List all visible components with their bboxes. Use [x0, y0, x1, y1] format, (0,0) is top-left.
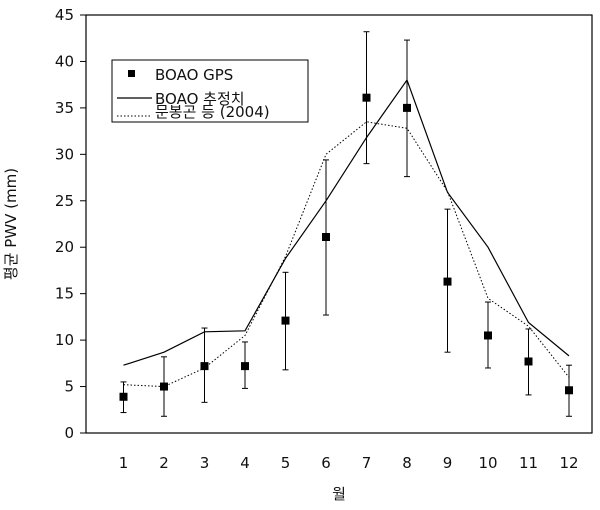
- y-tick-label: 25: [55, 192, 74, 210]
- x-tick-label: 4: [240, 454, 250, 472]
- legend-label-estimate: BOAO 추정치: [155, 90, 245, 108]
- gps-point: [160, 382, 168, 391]
- y-tick-label: 0: [64, 424, 74, 442]
- x-tick-label: 1: [119, 454, 129, 472]
- gps-point: [403, 103, 411, 112]
- series-layer: [119, 31, 573, 417]
- x-tick-label: 10: [478, 454, 497, 472]
- x-axis-title: 월: [332, 485, 346, 503]
- gps-point: [200, 362, 209, 371]
- y-tick-label: 10: [55, 331, 74, 349]
- x-tick-label: 11: [519, 454, 538, 472]
- gps-point: [524, 357, 533, 366]
- gps-point: [484, 331, 492, 340]
- x-tick-label: 6: [321, 454, 331, 472]
- x-tick-label: 7: [362, 454, 372, 472]
- y-tick-label: 5: [64, 378, 74, 396]
- gps-point: [565, 386, 573, 395]
- legend-label-reference: 문봉곤 등 (2004): [155, 103, 270, 121]
- gps-point: [281, 316, 290, 325]
- gps-point: [119, 392, 128, 401]
- legend-marker-square: [128, 70, 135, 77]
- series-line-reference: [123, 121, 570, 388]
- y-axis-ticks: 0 5 10 15 20 25 30 35 40 45: [55, 6, 86, 442]
- legend-label-gps: BOAO GPS: [155, 66, 233, 84]
- y-tick-label: 15: [55, 285, 74, 303]
- gps-point: [443, 277, 452, 286]
- series-line-estimate: [123, 78, 570, 366]
- y-tick-label: 35: [55, 99, 74, 117]
- y-tick-label: 30: [55, 145, 74, 163]
- y-axis-title: 평균 PWV (mm): [2, 168, 20, 280]
- y-tick-label: 45: [55, 6, 74, 24]
- y-tick-label: 40: [55, 52, 74, 70]
- legend: BOAO GPS BOAO 추정치 문봉곤 등 (2004): [111, 59, 309, 123]
- x-tick-label: 2: [159, 454, 169, 472]
- legend-box: [111, 59, 309, 123]
- y-tick-label: 20: [55, 238, 74, 256]
- x-tick-label: 5: [281, 454, 291, 472]
- x-tick-label: 12: [559, 454, 578, 472]
- x-tick-label: 8: [402, 454, 412, 472]
- gps-point: [362, 93, 371, 102]
- gps-point: [322, 233, 330, 242]
- plot-frame: [85, 14, 593, 434]
- x-tick-label: 3: [200, 454, 210, 472]
- gps-point: [241, 362, 249, 371]
- x-axis-ticks: 1 2 3 4 5 6 7 8 9 10 11 12: [119, 454, 579, 472]
- x-tick-label: 9: [443, 454, 453, 472]
